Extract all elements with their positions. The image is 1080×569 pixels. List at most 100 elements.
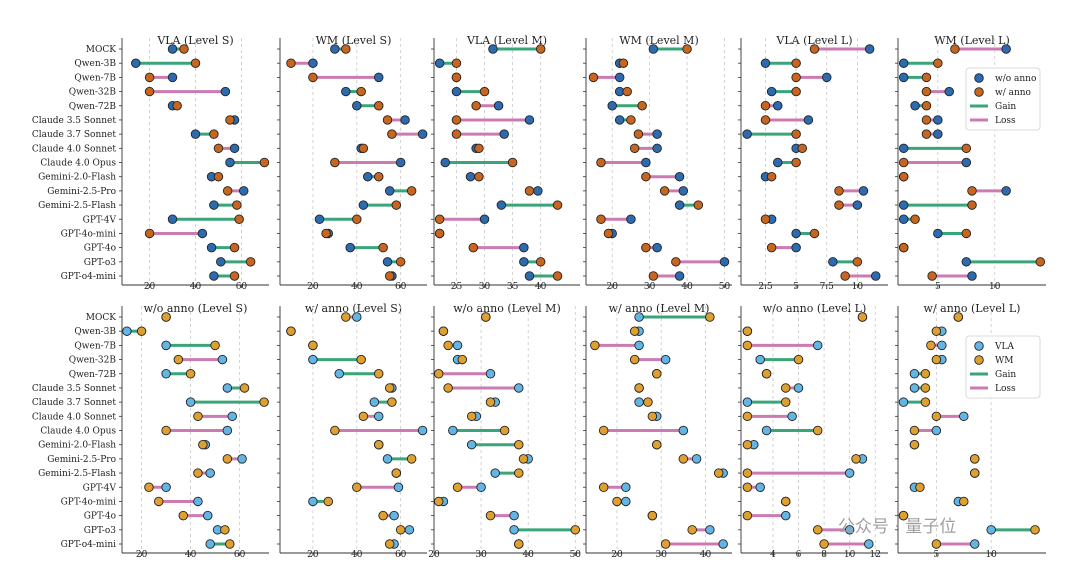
chart-panel-11: w/ anno (Level L) 5 10 (895, 302, 1046, 560)
point-w-anno (232, 200, 242, 210)
point-w-o-anno (206, 242, 217, 253)
legend: w/o anno w/ anno Gain Loss (965, 67, 1041, 131)
point-vla (217, 354, 228, 365)
panel-title: WM (Level S) (316, 34, 392, 47)
point-wm (373, 439, 384, 450)
watermark: 公众号 · 量子位 (838, 512, 956, 537)
point-w-anno (840, 271, 850, 281)
point-w-anno (471, 100, 481, 111)
point-wm (373, 369, 384, 379)
point-w-anno (648, 271, 659, 281)
chart-panel-4: VLA (Level L) 2.5 5 7.5 10 (738, 34, 888, 292)
point-w-o-anno (828, 257, 838, 267)
y-tick-label: GPT-4o (84, 244, 116, 254)
point-wm (931, 411, 942, 422)
point-w-anno (967, 200, 977, 210)
legend-label: Loss (995, 116, 1016, 126)
point-wm (857, 312, 868, 322)
legend-marker (974, 341, 984, 351)
point-vla (227, 411, 237, 422)
x-tick-label: 60 (236, 282, 248, 292)
panel-title: w/o anno (Level M) (453, 302, 561, 315)
point-wm (742, 326, 753, 336)
point-w-o-anno (773, 100, 783, 111)
point-vla (161, 340, 171, 351)
y-tick-label: Qwen-7B (74, 341, 116, 351)
point-wm (210, 340, 220, 351)
point-w-anno (671, 257, 681, 267)
point-wm (931, 326, 942, 336)
x-tick-label: 40 (185, 550, 197, 560)
point-wm (161, 312, 171, 322)
point-w-o-anno (652, 129, 662, 139)
point-vla (634, 397, 644, 407)
point-w-o-anno (519, 242, 529, 253)
point-w-o-anno (822, 72, 832, 83)
point-wm (742, 340, 753, 351)
point-wm (915, 482, 925, 493)
chart-panel-5: WM (Level L) 5 10 (895, 34, 1046, 292)
point-w-anno (451, 129, 462, 139)
point-w-anno (479, 86, 490, 97)
point-w-o-anno (479, 214, 490, 224)
point-wm (518, 454, 529, 464)
point-wm (185, 369, 196, 379)
point-wm (742, 411, 753, 422)
point-wm (406, 454, 417, 464)
point-w-anno (229, 242, 240, 253)
point-w-anno (927, 271, 937, 281)
panel-title: w/o anno (Level S) (144, 302, 248, 315)
y-tick-label: GPT-4V (83, 215, 117, 225)
y-tick-label: GPT-o3 (84, 258, 117, 268)
point-vla (621, 482, 631, 493)
point-w-anno (921, 129, 932, 139)
y-tick-label: Claude 4.0 Sonnet (32, 144, 117, 154)
y-tick-label: GPT-o3 (84, 526, 117, 536)
point-vla (931, 425, 942, 436)
point-w-anno (451, 72, 462, 83)
panel-title: WM (Level M) (619, 34, 698, 47)
point-vla (369, 397, 380, 407)
point-wm (652, 369, 662, 379)
point-w-o-anno (524, 115, 535, 125)
point-w-anno (921, 72, 932, 83)
point-wm (926, 340, 936, 351)
point-w-o-anno (451, 86, 462, 97)
point-vla (237, 454, 247, 464)
point-vla (122, 326, 132, 336)
point-w-anno (766, 171, 777, 182)
chart-panel-0: VLA (Level S) 20 40 60 MOCK Qwen-3B Qwen-7B Qwe… (32, 34, 270, 292)
point-w-anno (434, 214, 445, 224)
point-w-o-anno (910, 100, 920, 111)
point-vla (476, 482, 486, 493)
point-w-anno (809, 228, 820, 239)
point-w-anno (637, 100, 647, 111)
point-wm (341, 312, 351, 322)
chart-panel-3: WM (Level M) 20 30 40 50 (583, 34, 732, 292)
chart-panel-8: w/o anno (Level M) 20 30 40 50 (428, 302, 581, 560)
point-wm (678, 454, 689, 464)
point-vla (193, 496, 203, 507)
panel-title: w/o anno (Level L) (763, 302, 867, 315)
point-vla (448, 425, 458, 436)
point-w-anno (229, 271, 240, 281)
point-w-o-anno (898, 143, 909, 154)
point-wm (629, 354, 640, 365)
legend-label: Loss (995, 384, 1016, 394)
point-w-o-anno (197, 228, 208, 239)
point-wm (443, 383, 453, 393)
point-w-o-anno (791, 228, 801, 239)
point-w-anno (286, 58, 296, 68)
point-w-anno (791, 86, 801, 97)
y-tick-label: GPT-o4-mini (61, 540, 117, 550)
x-tick-label: 30 (475, 550, 487, 560)
point-w-anno (535, 44, 546, 54)
point-w-o-anno (898, 58, 909, 68)
point-wm (193, 468, 203, 478)
point-wm (136, 326, 147, 336)
point-wm (457, 354, 468, 365)
point-w-o-anno (719, 257, 730, 267)
point-wm (514, 539, 524, 549)
point-w-o-anno (791, 242, 801, 253)
point-wm (793, 354, 804, 365)
